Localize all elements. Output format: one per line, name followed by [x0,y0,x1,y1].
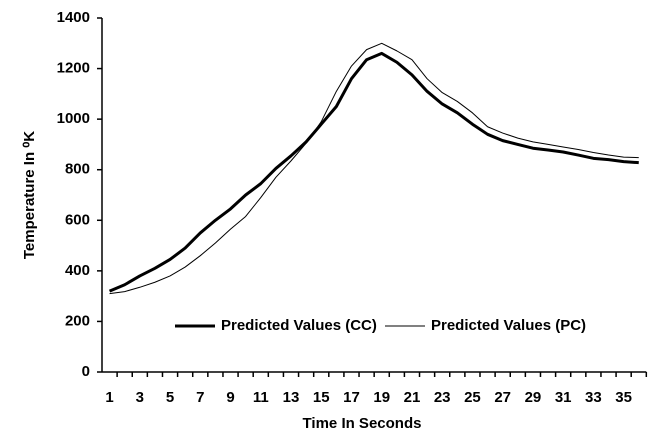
x-tick-label: 7 [196,389,204,406]
y-tick-label: 1000 [57,110,90,127]
y-tick-label: 600 [65,211,90,228]
y-tick-label: 800 [65,161,90,178]
x-tick-label: 25 [464,389,481,406]
x-tick-label: 15 [313,389,330,406]
x-tick-label: 19 [373,389,390,406]
x-tick-label: 5 [166,389,174,406]
x-tick-label: 13 [283,389,300,406]
x-tick-label: 11 [253,389,269,406]
x-tick-label: 3 [136,389,144,406]
x-tick-label: 17 [343,389,360,406]
y-tick-label: 200 [65,312,90,329]
legend-label: Predicted Values (CC) [221,317,377,334]
series-line [108,51,639,293]
y-tick-label: 400 [65,262,90,279]
x-tick-label: 1 [105,389,113,406]
x-axis-label: Time In Seconds [303,415,422,432]
legend-label: Predicted Values (PC) [431,317,586,334]
x-tick-label: 23 [434,389,451,406]
x-tick-label: 9 [226,389,234,406]
series-line [109,42,639,295]
x-tick-label: 21 [404,389,421,406]
y-tick-label: 1400 [57,9,90,26]
x-tick-label: 31 [555,389,572,406]
x-tick-label: 33 [585,389,602,406]
x-tick-label: 35 [615,389,632,406]
y-axis-label: Temperature In ⁰K [21,131,38,259]
x-tick-label: 27 [494,389,511,406]
y-tick-label: 0 [82,363,90,380]
x-tick-label: 29 [525,389,542,406]
y-tick-label: 1200 [57,60,90,77]
